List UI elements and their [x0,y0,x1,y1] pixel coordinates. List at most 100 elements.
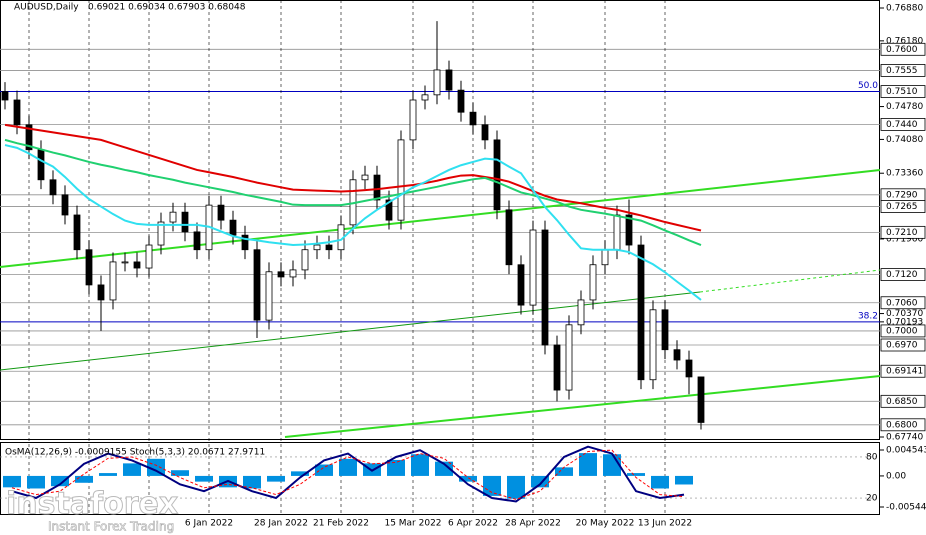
level-label: 0.7555 [886,66,918,76]
candle-body [577,299,585,326]
fib-label: 38.2 [858,311,878,321]
candle-body [457,89,465,113]
trend-line [699,269,881,293]
candle-body [277,271,285,278]
osma-bar [459,475,477,482]
level-box [880,268,926,281]
candle-body [193,231,201,251]
osma-bar [171,470,189,476]
candle-body [97,284,105,301]
quote: 0.69021 0.69034 0.67903 0.68048 [88,3,246,13]
candle-body [361,174,369,181]
fib-label: 50.0 [858,81,878,91]
candle-body [445,69,453,91]
level-box [880,324,926,338]
series-line [11,449,685,500]
candle-body [553,344,561,391]
y-tick-label: 0.71960 [886,234,923,244]
x-tick-label: 6 Apr 2022 [448,519,498,529]
candle-body [253,249,261,321]
left-grid [28,0,150,515]
series-line [4,144,702,301]
osma-bar [147,458,165,476]
candle-body [589,264,597,301]
candle-body [517,264,525,306]
candle-body [217,204,225,221]
candle-body [49,179,57,196]
level-box [880,296,926,310]
candle-body [637,244,645,381]
osma-bar [651,475,669,489]
candle-body [157,221,165,246]
candle-body [73,214,81,251]
osma-bar [123,463,141,476]
level-label: 0.69141 [886,367,923,377]
candle-body [301,249,309,271]
series-line [4,138,702,246]
osma-bar [627,473,645,476]
level-box [880,85,926,98]
candle-body [325,244,333,251]
level-label: 0.7440 [886,120,918,130]
main-panel [0,0,880,440]
candle-body [13,99,21,126]
candle-body [37,149,45,181]
candle-body [469,111,477,126]
level-box [880,394,926,408]
level-label: 0.6970 [886,341,918,351]
osma-bar [675,475,693,485]
level-label: 0.7290 [886,190,918,200]
osma-bar [387,459,405,476]
y-tick-label: 0.67740 [886,433,923,443]
level-label: 0.7600 [886,45,918,55]
candle-body [505,209,513,266]
candle-body [613,214,621,251]
osma-bar [411,454,429,476]
level-box [880,364,926,378]
x-tick-label: 21 Feb 2022 [313,519,369,529]
osma-bar [291,471,309,476]
level-label: 0.7265 [886,202,918,212]
x-tick-label: 15 Mar 2022 [384,519,441,529]
osma-bar [483,475,501,496]
level-label: 0.7210 [886,228,918,238]
osma-bar [435,461,453,476]
candle-body [25,124,33,151]
candle-body [529,229,537,306]
candle-body [673,349,681,361]
osma-bar [507,475,525,499]
candle-body [229,219,237,236]
level-box [880,225,926,239]
level-label: 0.7000 [886,326,918,336]
level-box [880,200,926,213]
candle-body [145,244,153,269]
series-line [4,123,702,232]
y2-tick-label: 80 [866,452,878,462]
level-box [880,42,926,56]
candle-body [697,376,705,423]
candle-body [85,249,93,286]
y2-tick-label: 20 [866,494,878,504]
osma-bar [51,475,69,487]
candle-body [565,324,573,391]
candle-body [601,249,609,266]
candle-body [685,359,693,378]
y-tick-label: 0.74080 [886,135,923,145]
candle-body [397,139,405,221]
osma-bar [75,475,93,483]
osma-bar [555,467,573,476]
candle-body [169,211,177,223]
symbol: AUDUSD,Daily [14,3,79,13]
y-tick-label: -0.005445 [886,503,926,513]
osc-title: OsMA(12,26,9) -0.0009155 Stoch(5,3,3) 20… [5,448,265,458]
candle-body [121,261,129,264]
candle-body [481,124,489,141]
y-tick-label: 0.0045431 [886,446,926,456]
level-label: 0.7120 [886,270,918,280]
candle-body [385,199,393,221]
candle-body [61,194,69,216]
level-label: 0.7510 [886,87,918,97]
y-tick-label: 0.70370 [886,309,923,319]
x-tick-label: 13 Jun 2022 [638,519,692,529]
